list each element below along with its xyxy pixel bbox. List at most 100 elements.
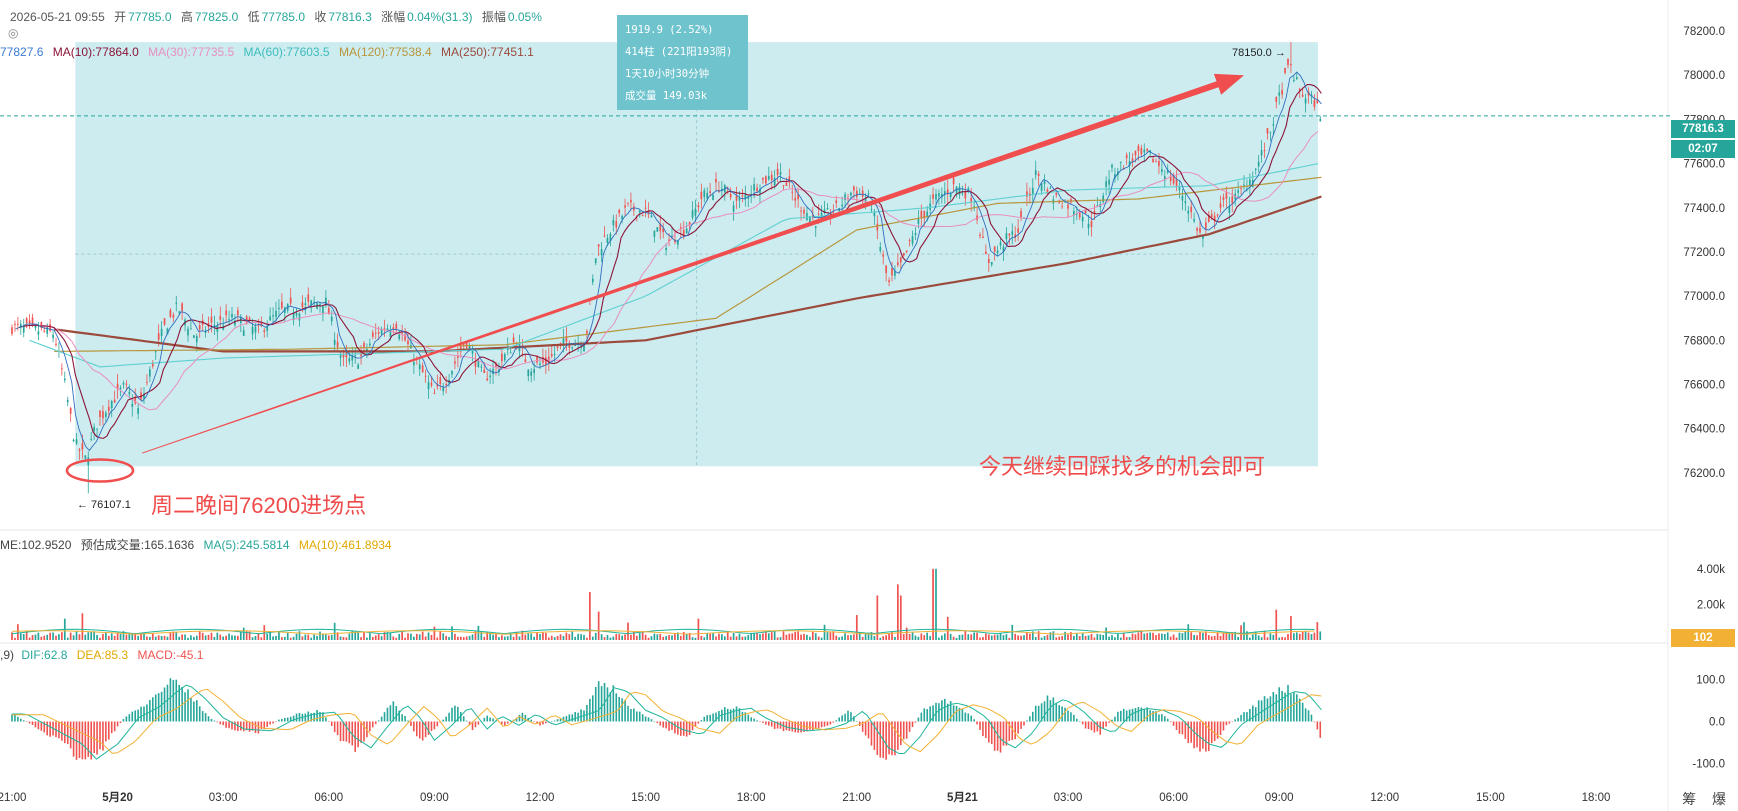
macd-bar bbox=[659, 721, 662, 726]
volume-bar bbox=[307, 634, 310, 640]
candle-body bbox=[1073, 211, 1075, 216]
macd-bar bbox=[58, 721, 60, 739]
macd-bar bbox=[333, 721, 336, 733]
candle-body bbox=[943, 191, 946, 195]
macd-bar bbox=[81, 721, 84, 760]
macd-bar bbox=[1052, 697, 1055, 722]
volume-bar bbox=[1266, 637, 1269, 640]
volume-bar bbox=[40, 636, 43, 640]
volume-bar bbox=[568, 634, 571, 640]
volume-bar bbox=[973, 632, 975, 640]
volume-bar bbox=[659, 634, 662, 640]
volume-bar bbox=[1090, 633, 1093, 640]
macd-bar bbox=[638, 711, 641, 722]
macd-bar bbox=[471, 721, 474, 731]
time-tick-label: 09:00 bbox=[420, 792, 449, 804]
macd-bar bbox=[1301, 702, 1304, 722]
volume-bar bbox=[1081, 632, 1084, 640]
volume-bar bbox=[316, 635, 318, 640]
macd-bar bbox=[172, 679, 175, 722]
volume-bar bbox=[782, 631, 785, 640]
volume-bar bbox=[503, 636, 506, 640]
volume-bar bbox=[1216, 632, 1219, 640]
time-tick-label: 5月21 bbox=[947, 791, 978, 804]
macd-bar bbox=[650, 719, 653, 722]
candle-body bbox=[61, 368, 63, 370]
candle-body bbox=[677, 240, 679, 245]
macd-bar bbox=[1208, 721, 1210, 752]
candle-body bbox=[905, 250, 908, 252]
volume-bar bbox=[1152, 632, 1154, 640]
eye-icon[interactable]: ◎ bbox=[8, 26, 19, 40]
macd-bar bbox=[553, 720, 556, 722]
candle-body bbox=[583, 345, 585, 352]
macd-bar bbox=[374, 721, 377, 725]
volume-bar bbox=[1026, 632, 1028, 640]
macd-bar bbox=[653, 721, 656, 722]
volume-bar bbox=[1117, 633, 1119, 640]
candle-body bbox=[826, 207, 829, 210]
macd-bar bbox=[946, 703, 949, 722]
macd-bar bbox=[715, 712, 717, 722]
macd-bar bbox=[1310, 714, 1313, 722]
macd-bar bbox=[102, 721, 104, 751]
candle-body bbox=[732, 205, 735, 212]
volume-bar bbox=[175, 632, 178, 640]
macd-bar bbox=[383, 712, 386, 722]
volume-bar bbox=[371, 637, 374, 640]
macd-bar bbox=[533, 721, 535, 722]
volume-bar bbox=[395, 637, 398, 640]
macd-bar bbox=[99, 721, 101, 750]
macd-bar bbox=[826, 721, 829, 726]
volume-bar bbox=[454, 633, 456, 640]
candle-body bbox=[501, 353, 503, 362]
volume-bar bbox=[1070, 632, 1072, 640]
macd-bar bbox=[407, 720, 409, 722]
volume-bar bbox=[935, 568, 937, 640]
candle-body bbox=[779, 172, 782, 175]
ma-line-ma250 bbox=[54, 195, 1322, 353]
macd-bar bbox=[999, 721, 1002, 753]
macd-bar bbox=[1093, 721, 1096, 733]
volume-bar bbox=[791, 633, 794, 640]
macd-bar bbox=[935, 702, 937, 722]
volume-bar bbox=[330, 634, 333, 640]
macd-bar bbox=[339, 721, 342, 742]
macd-bar bbox=[395, 706, 398, 722]
candle-body bbox=[867, 193, 870, 195]
macd-bar bbox=[310, 713, 312, 722]
candle-body bbox=[600, 249, 603, 256]
candle-body bbox=[19, 323, 22, 328]
candle-body bbox=[342, 354, 345, 358]
volume-bar bbox=[151, 633, 154, 640]
volume-bar bbox=[187, 637, 189, 640]
candle-body bbox=[96, 428, 98, 430]
time-tick-label: 21:00 bbox=[0, 792, 26, 804]
volume-bar bbox=[589, 591, 591, 640]
volume-bar bbox=[1017, 635, 1019, 640]
corner-label[interactable]: 筹 爆 bbox=[1682, 791, 1732, 807]
macd-bar bbox=[78, 721, 81, 758]
candle-body bbox=[1210, 214, 1213, 217]
price-tick-label: 78000.0 bbox=[1683, 70, 1725, 82]
macd-bar bbox=[876, 721, 879, 756]
macd-bar bbox=[281, 718, 283, 722]
volume-bar bbox=[119, 633, 122, 640]
macd-bar bbox=[454, 705, 456, 722]
volume-bar bbox=[753, 633, 755, 640]
macd-bar bbox=[515, 717, 518, 722]
candle-body bbox=[418, 364, 421, 370]
macd-bar bbox=[1096, 721, 1099, 732]
candle-body bbox=[759, 188, 761, 194]
volume-bar bbox=[806, 634, 808, 640]
macd-bar bbox=[694, 721, 697, 727]
volume-bar bbox=[1281, 636, 1283, 640]
macd-bar bbox=[706, 715, 708, 722]
macd-bar bbox=[785, 721, 788, 731]
volume-bar bbox=[533, 636, 535, 640]
macd-bar bbox=[530, 719, 532, 722]
macd-bar bbox=[850, 712, 852, 722]
macd-bar bbox=[1278, 687, 1280, 722]
volume-bar bbox=[996, 634, 999, 640]
